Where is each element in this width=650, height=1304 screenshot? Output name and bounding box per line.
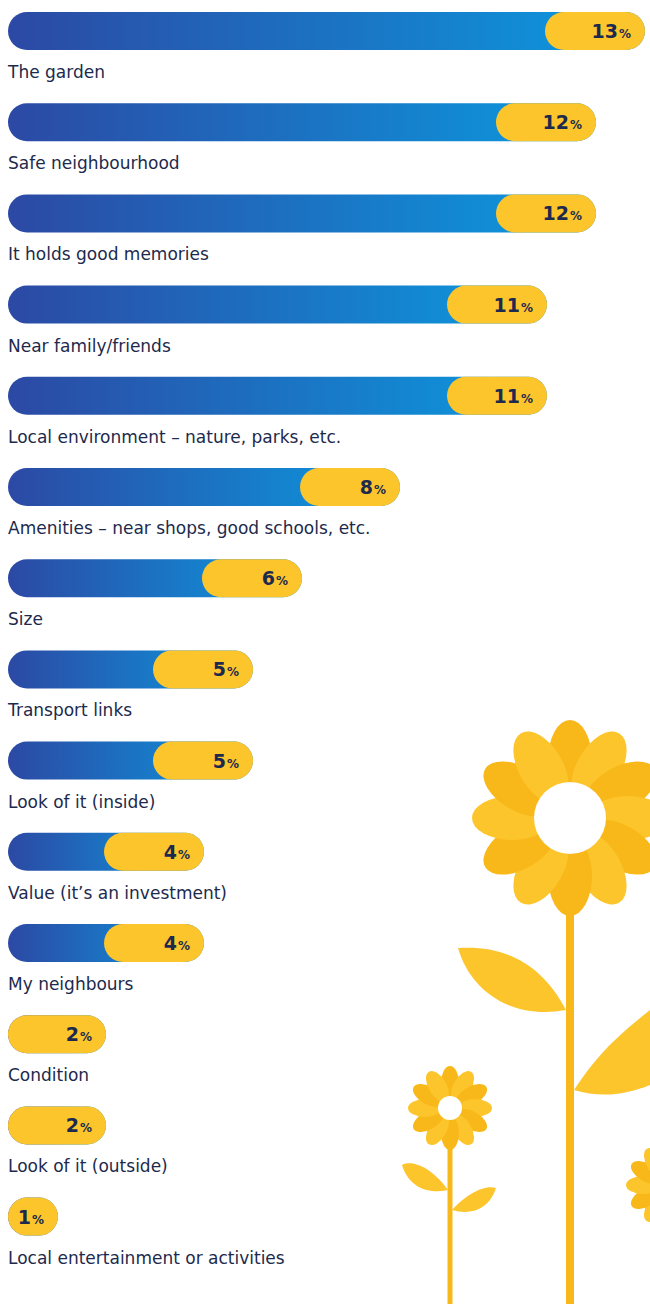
data-label: 6%	[262, 567, 288, 589]
bar-cap	[202, 559, 302, 597]
data-label-unit: %	[570, 118, 582, 132]
bar-cap	[545, 12, 645, 50]
data-label: 1%	[18, 1206, 44, 1228]
chart: 13%The garden12%Safe neighbourhood12%It …	[0, 0, 650, 1304]
data-label-number: 12	[543, 202, 569, 224]
data-label-number: 5	[213, 658, 226, 680]
data-label-unit: %	[80, 1030, 92, 1044]
category-label: Look of it (outside)	[8, 1156, 168, 1176]
data-label: 12%	[543, 202, 582, 224]
bar	[8, 377, 547, 415]
bar-cap	[8, 1198, 58, 1236]
category-label: It holds good memories	[8, 244, 209, 264]
bar	[8, 1198, 58, 1236]
category-label: Size	[8, 609, 43, 629]
data-label: 4%	[164, 841, 190, 863]
category-label: Amenities – near shops, good schools, et…	[8, 518, 371, 538]
leaf	[402, 1163, 448, 1191]
data-label-number: 8	[360, 476, 373, 498]
data-label-unit: %	[570, 209, 582, 223]
category-label: Value (it’s an investment)	[8, 883, 227, 903]
bar	[8, 194, 596, 232]
data-label-number: 5	[213, 750, 226, 772]
data-label: 5%	[213, 750, 239, 772]
bar-cap	[447, 377, 547, 415]
bar-cap	[104, 924, 204, 962]
data-label-number: 11	[494, 385, 520, 407]
stem	[448, 1125, 453, 1304]
bar	[8, 833, 204, 871]
data-label-unit: %	[619, 27, 631, 41]
bar	[8, 1015, 106, 1053]
bar	[8, 742, 253, 780]
data-label-number: 13	[592, 20, 618, 42]
data-label-unit: %	[178, 939, 190, 953]
data-label-number: 2	[66, 1114, 79, 1136]
bar-cap	[447, 286, 547, 324]
category-label: Safe neighbourhood	[8, 153, 180, 173]
data-label-number: 6	[262, 567, 275, 589]
bar-cap	[496, 103, 596, 141]
data-label: 13%	[592, 20, 631, 42]
data-label-number: 1	[18, 1206, 31, 1228]
bar	[8, 12, 645, 50]
bar	[8, 468, 400, 506]
data-label-unit: %	[32, 1213, 44, 1227]
category-label: Local environment – nature, parks, etc.	[8, 427, 341, 447]
data-label-unit: %	[521, 392, 533, 406]
data-label: 12%	[543, 111, 582, 133]
data-label: 4%	[164, 932, 190, 954]
stem	[566, 860, 574, 1304]
bar-cap	[8, 1106, 106, 1144]
labels: 13%The garden12%Safe neighbourhood12%It …	[7, 20, 631, 1268]
data-label-unit: %	[521, 301, 533, 315]
decoration	[402, 720, 650, 1304]
flower-center	[438, 1096, 462, 1120]
bar-cap	[300, 468, 400, 506]
bar	[8, 559, 302, 597]
bar-cap	[153, 650, 253, 688]
bars	[8, 12, 645, 1236]
category-label: Look of it (inside)	[8, 792, 155, 812]
data-label-unit: %	[276, 574, 288, 588]
bar	[8, 650, 253, 688]
bar	[8, 103, 596, 141]
data-label-unit: %	[227, 757, 239, 771]
category-label: Local entertainment or activities	[8, 1248, 285, 1268]
bar-cap	[153, 742, 253, 780]
data-label-unit: %	[178, 848, 190, 862]
category-label: My neighbours	[8, 974, 134, 994]
bar	[8, 924, 204, 962]
bar-cap	[496, 194, 596, 232]
category-label: The garden	[7, 62, 105, 82]
data-label-unit: %	[374, 483, 386, 497]
leaf	[458, 948, 566, 1012]
data-label-number: 4	[164, 932, 177, 954]
leaf	[452, 1187, 496, 1212]
data-label-number: 11	[494, 294, 520, 316]
bar-cap	[104, 833, 204, 871]
data-label-number: 12	[543, 111, 569, 133]
bar	[8, 1106, 106, 1144]
data-label: 11%	[494, 294, 533, 316]
category-label: Transport links	[7, 700, 132, 720]
data-label: 8%	[360, 476, 386, 498]
leaf	[574, 1010, 650, 1095]
bar-cap	[8, 1015, 106, 1053]
petal	[639, 1144, 650, 1182]
data-label: 2%	[66, 1114, 92, 1136]
category-label: Condition	[8, 1065, 89, 1085]
data-label: 5%	[213, 658, 239, 680]
data-label: 11%	[494, 385, 533, 407]
flower-center	[534, 782, 606, 854]
data-label-unit: %	[80, 1121, 92, 1135]
data-label: 2%	[66, 1023, 92, 1045]
data-label-number: 2	[66, 1023, 79, 1045]
category-label: Near family/friends	[8, 336, 171, 356]
bar	[8, 286, 547, 324]
data-label-number: 4	[164, 841, 177, 863]
data-label-unit: %	[227, 665, 239, 679]
